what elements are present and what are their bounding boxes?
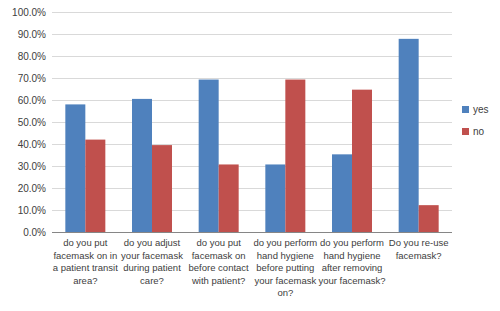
label-line: area?	[73, 275, 97, 286]
label-line: do you perform	[253, 237, 317, 248]
label-line: Do you re-use	[389, 237, 449, 248]
grid-line	[52, 232, 452, 233]
label-line: facemask on	[192, 250, 246, 261]
bar	[399, 39, 419, 232]
grid-line	[52, 78, 452, 79]
grid-line	[52, 100, 452, 101]
x-tick-label: do you adjust your facemaskduring patient…	[121, 237, 183, 286]
bar	[219, 164, 239, 232]
grid-line	[52, 144, 452, 145]
label-line: after removing	[322, 262, 383, 273]
label-line: your facemask?	[318, 275, 385, 286]
x-tick-label: do you put facemask onbefore contact with …	[189, 237, 250, 286]
label-line: facemask?	[396, 250, 442, 261]
label-line: during patient	[123, 262, 181, 273]
y-tick-label: 40.0%	[18, 139, 46, 150]
grid-line	[52, 122, 452, 123]
grid-line	[52, 56, 452, 57]
bar	[152, 145, 172, 232]
y-tick-label: 0.0%	[23, 227, 46, 238]
x-tick-label: do you perform hand hygienebefore putting…	[253, 237, 317, 298]
y-tick-label: 70.0%	[18, 73, 46, 84]
bar	[419, 205, 439, 232]
y-tick-label: 50.0%	[18, 117, 46, 128]
y-tick-label: 60.0%	[18, 95, 46, 106]
bar	[352, 90, 372, 232]
grid-line	[52, 210, 452, 211]
y-tick-label: 90.0%	[18, 29, 46, 40]
y-tick-label: 80.0%	[18, 51, 46, 62]
y-tick-label: 10.0%	[18, 205, 46, 216]
label-line: hand hygiene	[257, 250, 314, 261]
label-line: care?	[140, 275, 164, 286]
label-line: do you adjust	[124, 237, 181, 248]
label-line: your facemask	[121, 250, 183, 261]
x-tick-label: do you put facemask on ina patient transi…	[53, 237, 118, 286]
bar	[285, 80, 305, 232]
x-tick-label: do you perform hand hygieneafter removing…	[318, 237, 385, 286]
bar	[85, 140, 105, 232]
bar	[132, 99, 152, 232]
legend-swatch	[462, 106, 469, 113]
chart: 0.0% 10.0% 20.0% 30.0% 40.0% 50.0% 60.0% 70.0% 8…	[0, 0, 500, 311]
bar	[65, 104, 85, 232]
y-tick-label: 30.0%	[18, 161, 46, 172]
label-line: your facemask	[254, 275, 316, 286]
grid-line	[52, 12, 452, 13]
label-line: do you put	[196, 237, 241, 248]
label-line: on?	[277, 287, 293, 298]
label-line: hand hygiene	[323, 250, 380, 261]
legend-label: no	[473, 126, 485, 137]
bars	[65, 39, 438, 232]
y-tick-label: 20.0%	[18, 183, 46, 194]
grid-line	[52, 166, 452, 167]
label-line: a patient transit	[53, 262, 118, 273]
label-line: facemask on in	[53, 250, 117, 261]
legend-swatch	[462, 128, 469, 135]
bar	[332, 154, 352, 232]
bar	[199, 80, 219, 232]
label-line: do you put	[63, 237, 108, 248]
grid-line	[52, 34, 452, 35]
label-line: do you perform	[320, 237, 384, 248]
label-line: with patient?	[191, 275, 245, 286]
y-tick-label: 100.0%	[12, 7, 46, 18]
grid-line	[52, 188, 452, 189]
x-axis-line	[52, 232, 452, 233]
label-line: before contact	[189, 262, 250, 273]
x-tick-label: Do you re-use facemask?	[389, 237, 449, 261]
legend-label: yes	[473, 104, 489, 115]
bar	[265, 164, 285, 232]
label-line: before putting	[256, 262, 314, 273]
